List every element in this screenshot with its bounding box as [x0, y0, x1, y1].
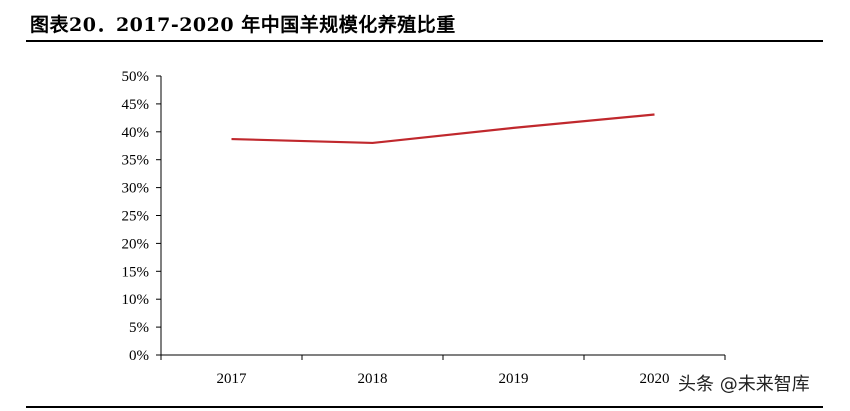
y-tick-label: 10% [122, 292, 150, 308]
x-tick-label: 2018 [358, 371, 388, 387]
y-tick-label: 30% [122, 181, 150, 197]
y-tick-label: 35% [122, 153, 150, 169]
y-tick-label: 25% [122, 209, 150, 225]
x-axis-ticks: 2017 2018 2019 2020 [160, 355, 726, 387]
bottom-rule [26, 406, 823, 408]
figure-title: 图表20．2017-2020 年中国羊规模化养殖比重 [30, 14, 456, 36]
y-tick-label: 20% [122, 236, 150, 252]
x-tick-label: 2020 [640, 371, 670, 387]
series-line [231, 113, 655, 145]
y-tick-label: 40% [122, 125, 150, 141]
y-tick-label: 0% [129, 348, 149, 364]
series-layer [231, 113, 655, 145]
chart-axes [160, 76, 725, 356]
x-tick-label: 2019 [499, 371, 529, 387]
y-tick-label: 45% [122, 97, 150, 113]
top-rule [26, 40, 823, 42]
x-tick-label: 2017 [217, 371, 248, 387]
watermark: 头条 @未来智库 [678, 374, 810, 395]
y-axis-ticks: 0% 5% 10% 15% 20% 25% 30% 35% 40% 45% 50% [122, 69, 161, 364]
y-tick-label: 50% [122, 69, 150, 85]
y-tick-label: 5% [129, 320, 149, 336]
y-tick-label: 15% [122, 264, 150, 280]
